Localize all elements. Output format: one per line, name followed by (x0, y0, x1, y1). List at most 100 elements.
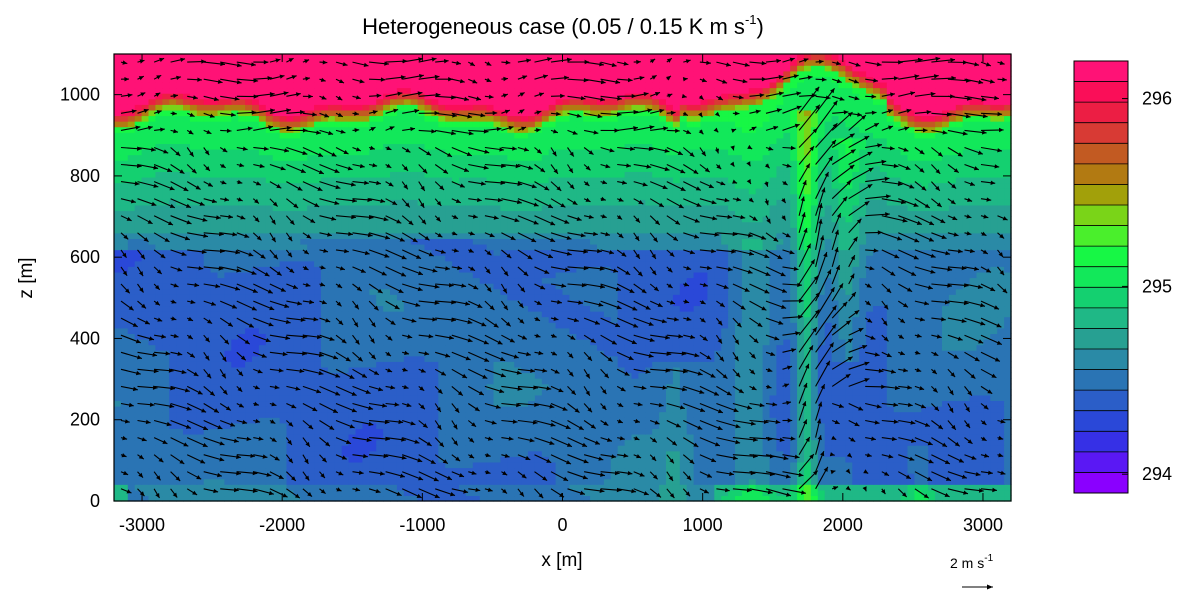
field-cell (610, 422, 619, 429)
field-cell (976, 433, 984, 441)
field-cell (141, 406, 150, 413)
field-cell (403, 389, 412, 396)
field-cell (465, 467, 474, 474)
field-cell (500, 338, 508, 346)
field-cell (810, 394, 819, 402)
field-cell (438, 372, 446, 379)
field-cell (1004, 294, 1012, 301)
field-cell (383, 283, 391, 290)
field-cell (672, 417, 681, 424)
field-cell (935, 400, 943, 407)
field-cell (824, 406, 833, 413)
field-cell (652, 294, 660, 301)
field-cell (886, 372, 895, 379)
field-cell (921, 484, 929, 491)
field-cell (638, 406, 646, 413)
field-cell (134, 450, 143, 457)
field-cell (997, 344, 1005, 351)
field-cell (362, 445, 370, 452)
field-cell (866, 461, 874, 469)
field-cell (769, 461, 777, 469)
field-cell (997, 467, 1005, 474)
field-cell (314, 433, 322, 441)
field-cell (189, 355, 198, 362)
field-cell (438, 428, 446, 435)
field-cell (879, 445, 888, 452)
field-cell (942, 456, 950, 463)
field-cell (569, 400, 577, 407)
field-cell (424, 311, 432, 318)
field-cell (921, 489, 929, 497)
field-cell (507, 406, 515, 413)
field-cell (810, 467, 819, 474)
field-cell (962, 461, 971, 469)
field-cell (735, 406, 743, 413)
field-cell (914, 461, 922, 469)
field-cell (224, 299, 232, 307)
field-cell (348, 433, 357, 441)
field-cell (114, 417, 122, 424)
field-cell (493, 445, 501, 452)
field-cell (631, 294, 639, 301)
field-cell (576, 461, 584, 469)
field-cell (334, 467, 343, 474)
field-cell (189, 344, 198, 351)
field-cell (472, 484, 481, 491)
field-cell (721, 350, 729, 357)
field-cell (203, 445, 212, 452)
field-cell (224, 333, 232, 340)
field-cell (976, 322, 984, 329)
field-cell (279, 406, 288, 413)
field-cell (948, 355, 957, 362)
field-cell (1004, 311, 1012, 318)
field-cell (569, 355, 577, 362)
field-cell (258, 355, 267, 362)
field-cell (707, 461, 715, 469)
field-cell (755, 394, 764, 402)
field-cell (210, 333, 219, 340)
field-cell (859, 428, 867, 435)
field-cell (541, 389, 550, 396)
field-cell (976, 378, 984, 385)
field-cell (403, 344, 412, 351)
field-cell (169, 461, 177, 469)
field-cell (817, 461, 826, 469)
field-cell (721, 422, 729, 429)
field-cell (942, 489, 950, 497)
field-cell (321, 361, 329, 368)
field-cell (528, 406, 536, 413)
field-cell (886, 355, 895, 362)
field-cell (314, 288, 322, 295)
field-cell (486, 484, 495, 491)
field-cell (369, 333, 377, 340)
field-cell (873, 411, 881, 418)
field-cell (638, 456, 646, 463)
field-cell (396, 417, 405, 424)
field-cell (893, 316, 902, 323)
field-cell (659, 333, 667, 340)
field-cell (810, 473, 819, 480)
field-cell (597, 467, 605, 474)
field-cell (528, 327, 536, 334)
field-cell (369, 422, 377, 429)
field-cell (879, 361, 888, 368)
field-cell (224, 495, 232, 502)
field-cell (300, 406, 308, 413)
field-cell (334, 495, 343, 502)
field-cell (279, 361, 288, 368)
field-cell (189, 467, 198, 474)
field-cell (638, 422, 646, 429)
field-cell (873, 478, 881, 485)
field-cell (548, 378, 557, 385)
field-cell (859, 495, 867, 502)
field-cell (120, 495, 129, 502)
field-cell (707, 467, 715, 474)
field-cell (196, 338, 205, 346)
field-cell (424, 350, 432, 357)
field-cell (493, 361, 501, 368)
field-cell (748, 394, 757, 402)
field-cell (431, 288, 439, 295)
field-cell (583, 394, 591, 402)
field-cell (590, 461, 598, 469)
field-cell (417, 389, 426, 396)
